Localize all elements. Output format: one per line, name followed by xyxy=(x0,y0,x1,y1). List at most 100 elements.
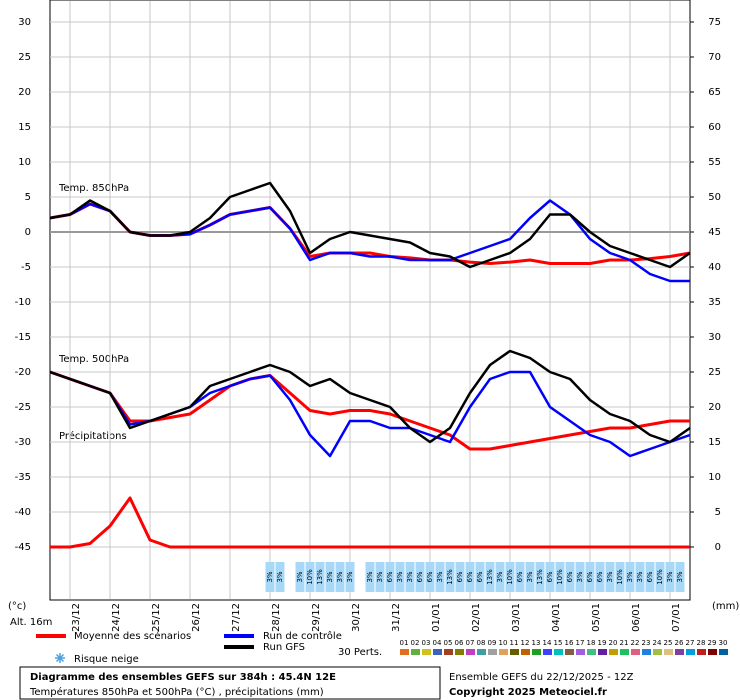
perturbation-label: 05 xyxy=(444,639,453,647)
snow-risk-box xyxy=(545,562,555,592)
perturbation-swatch xyxy=(642,649,651,655)
perturbation-label: 10 xyxy=(499,639,508,647)
snow-risk-box xyxy=(385,562,395,592)
snow-risk-label: 6% xyxy=(416,571,424,582)
snow-risk-label: 6% xyxy=(596,571,604,582)
y2-tick-label: 75 xyxy=(708,17,721,28)
snow-risk-label: 6% xyxy=(456,571,464,582)
x-tick-label: 28/12 xyxy=(271,603,282,632)
snow-risk-box xyxy=(435,562,445,592)
altitude: Alt. 16m xyxy=(10,617,52,628)
y-tick-label: 25 xyxy=(18,52,31,63)
x-tick-label: 24/12 xyxy=(111,603,122,632)
snow-risk-box xyxy=(415,562,425,592)
snow-risk-label: 6% xyxy=(516,571,524,582)
perturbation-label: 03 xyxy=(422,639,431,647)
x-tick-label: 02/01 xyxy=(471,603,482,632)
snow-risk-box xyxy=(675,562,685,592)
perturbation-swatch xyxy=(686,649,695,655)
perturbation-swatch xyxy=(697,649,706,655)
snow-risk-label: 3% xyxy=(336,571,344,582)
plot-frame xyxy=(49,0,691,601)
y-tick-label: 10 xyxy=(18,157,31,168)
x-tick-label: 05/01 xyxy=(591,603,602,632)
snow-risk-label: 6% xyxy=(386,571,394,582)
snow-risk-box xyxy=(305,562,315,592)
perturbation-label: 18 xyxy=(587,639,596,647)
snow-risk-box xyxy=(615,562,625,592)
snow-risk-box xyxy=(665,562,675,592)
legend-label: Run de contrôle xyxy=(263,630,342,642)
y2-tick-label: 30 xyxy=(708,332,721,343)
perturbation-swatch xyxy=(433,649,442,655)
info-box xyxy=(19,666,441,700)
snow-risk-box xyxy=(535,562,545,592)
perturbation-label: 15 xyxy=(554,639,563,647)
snow-icon xyxy=(55,653,65,663)
x-tick-label: 26/12 xyxy=(191,603,202,632)
y-axis-label: (°c) xyxy=(8,601,26,612)
snow-risk-box xyxy=(495,562,505,592)
snow-risk-box xyxy=(365,562,375,592)
x-tick-label: 30/12 xyxy=(351,603,362,632)
perturbation-label: 23 xyxy=(642,639,651,647)
snow-risk-box xyxy=(265,562,275,592)
snow-risk-label: 3% xyxy=(676,571,684,582)
perturbation-swatch xyxy=(466,649,475,655)
y-tick-label: -10 xyxy=(15,297,31,308)
perturbation-swatch xyxy=(609,649,618,655)
snow-risk-box xyxy=(635,562,645,592)
snow-risk-label: 13% xyxy=(316,569,324,585)
snow-risk-label: 3% xyxy=(366,571,374,582)
snow-risk-label: 3% xyxy=(526,571,534,582)
legend-label: Risque neige xyxy=(74,654,139,665)
perturbation-label: 08 xyxy=(477,639,486,647)
legend-label: Moyenne des scénarios xyxy=(74,630,191,642)
perturbation-swatch xyxy=(411,649,420,655)
snow-risk-label: 3% xyxy=(296,571,304,582)
y-tick-label: -30 xyxy=(15,437,31,448)
perturbation-swatch xyxy=(587,649,596,655)
snow-risk-box xyxy=(595,562,605,592)
snow-risk-label: 13% xyxy=(446,569,454,585)
x-tick-label: 07/01 xyxy=(671,603,682,632)
snow-risk-label: 6% xyxy=(646,571,654,582)
perturbation-label: 13 xyxy=(532,639,541,647)
y2-tick-label: 20 xyxy=(708,402,721,413)
snow-risk-label: 3% xyxy=(636,571,644,582)
snow-risk-label: 3% xyxy=(276,571,284,582)
perturbation-swatch xyxy=(675,649,684,655)
perturbation-swatch xyxy=(543,649,552,655)
y2-axis-label: (mm) xyxy=(712,601,739,612)
perturbation-label: 09 xyxy=(488,639,497,647)
snow-risk-label: 3% xyxy=(666,571,674,582)
snow-risk-box xyxy=(585,562,595,592)
snow-risk-label: 10% xyxy=(306,569,314,585)
snow-risk-box xyxy=(275,562,285,592)
perturbation-swatch xyxy=(400,649,409,655)
snow-risk-label: 3% xyxy=(626,571,634,582)
perturbation-swatch xyxy=(510,649,519,655)
perturbation-swatch xyxy=(499,649,508,655)
perturbation-swatch xyxy=(708,649,717,655)
y2-tick-label: 40 xyxy=(708,262,721,273)
perturbation-swatch xyxy=(576,649,585,655)
snow-risk-box xyxy=(405,562,415,592)
y-tick-label: -45 xyxy=(15,542,31,553)
perturbation-swatch xyxy=(664,649,673,655)
y-tick-label: -5 xyxy=(21,262,31,273)
annotation: Précipitations xyxy=(59,430,127,442)
snow-risk-box xyxy=(445,562,455,592)
snow-risk-box xyxy=(375,562,385,592)
snow-risk-box xyxy=(475,562,485,592)
perturbation-label: 04 xyxy=(433,639,442,647)
y-tick-label: 20 xyxy=(18,87,31,98)
perturbation-label: 24 xyxy=(653,639,662,647)
snow-risk-label: 10% xyxy=(556,569,564,585)
y2-tick-label: 35 xyxy=(708,297,721,308)
y2-tick-label: 50 xyxy=(708,192,721,203)
snow-risk-box xyxy=(325,562,335,592)
x-tick-label: 27/12 xyxy=(231,603,242,632)
y-tick-label: -40 xyxy=(15,507,31,518)
